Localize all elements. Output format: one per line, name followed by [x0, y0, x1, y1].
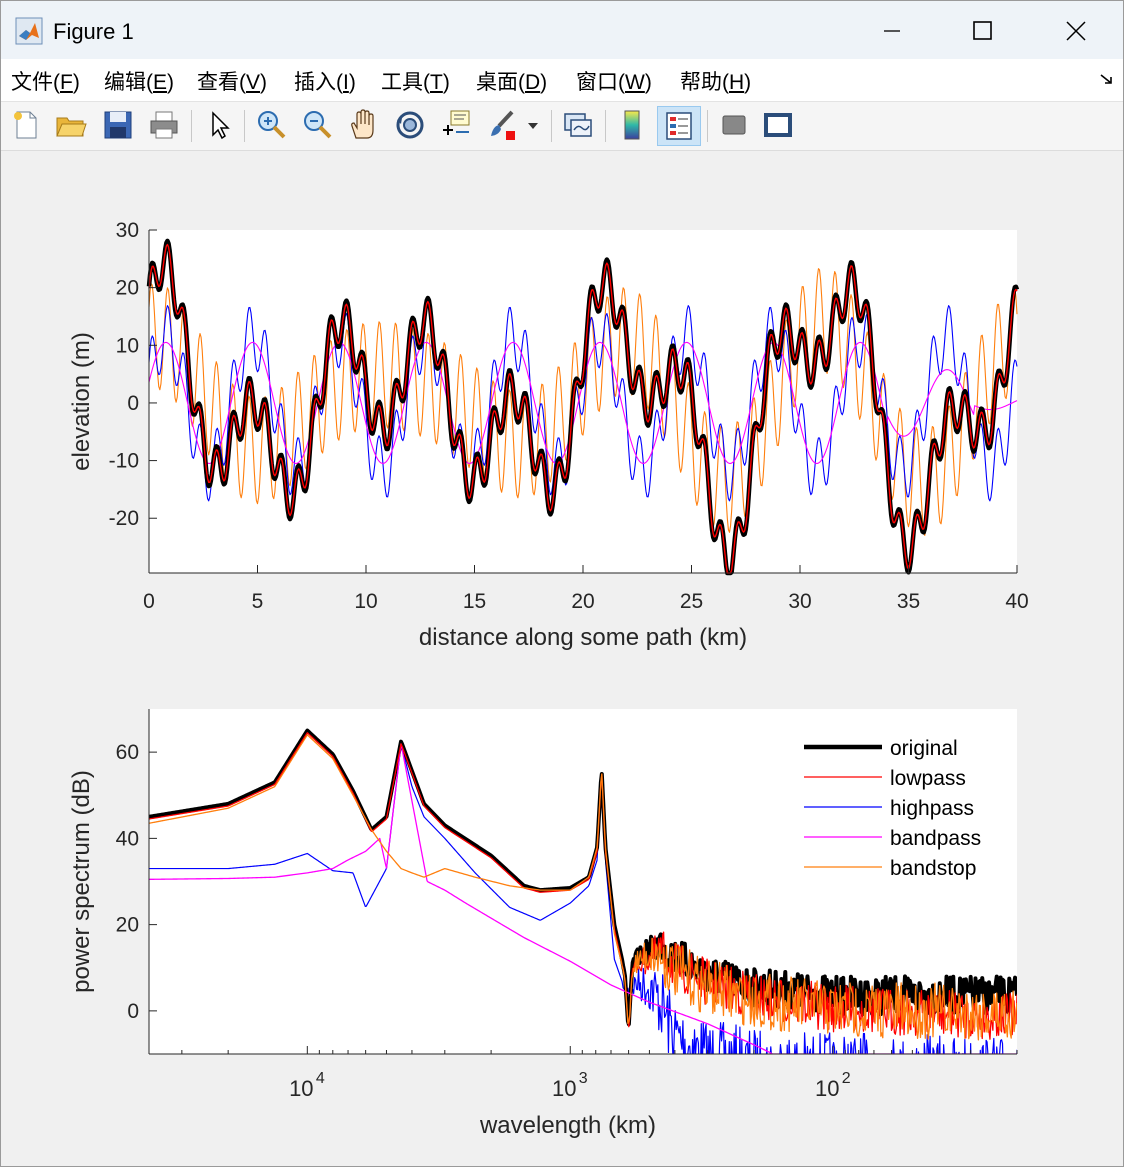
- brush-icon[interactable]: [485, 108, 519, 142]
- menu-desktop[interactable]: 桌面(D): [476, 71, 548, 94]
- y-tick-label: 10: [116, 334, 139, 357]
- link-plot-icon[interactable]: [561, 108, 595, 142]
- legend-button[interactable]: [657, 106, 701, 146]
- y-tick-label: -10: [109, 450, 139, 473]
- x-tick-label: 10: [354, 590, 377, 613]
- series-lines: [149, 728, 1017, 1054]
- menu-view[interactable]: 查看(V): [197, 71, 268, 94]
- maximize-icon: [973, 21, 992, 40]
- menu-tools[interactable]: 工具(T): [381, 71, 450, 94]
- x-tick-label: 15: [463, 590, 486, 613]
- legend-label-bandpass: bandpass: [890, 827, 981, 850]
- y-axis-label: power spectrum (dB): [68, 770, 95, 993]
- x-axis-label: wavelength (km): [479, 1112, 656, 1139]
- y-tick-label: 60: [116, 741, 139, 764]
- open-file-icon[interactable]: [54, 108, 88, 142]
- menu-insert[interactable]: 插入(I): [294, 71, 356, 94]
- x-tick-label: 10: [815, 1076, 839, 1101]
- x-tick-label: 20: [571, 590, 594, 613]
- minimize-button[interactable]: [847, 9, 937, 53]
- x-tick-label: 40: [1005, 590, 1028, 613]
- legend-label-highpass: highpass: [890, 797, 974, 820]
- series-lines: [146, 238, 1020, 576]
- pan-hand-icon[interactable]: [347, 108, 381, 142]
- matlab-logo-icon: [15, 17, 43, 45]
- series-line-bandpass: [149, 743, 1017, 1054]
- maximize-button[interactable]: [938, 9, 1028, 53]
- x-tick-label: 35: [897, 590, 920, 613]
- x-tick-label: 25: [680, 590, 703, 613]
- zoom-out-icon[interactable]: [301, 108, 335, 142]
- figure-toolbar: [1, 102, 1123, 151]
- legend[interactable]: original lowpass highpass bandpass bandstop: [804, 737, 981, 880]
- toolbar-separator: [605, 110, 606, 142]
- y-tick-label: 40: [116, 827, 139, 850]
- rotate-3d-icon[interactable]: [393, 108, 427, 142]
- axes-frame: [148, 709, 1018, 1055]
- hide-plot-tools-icon[interactable]: [717, 108, 751, 142]
- menu-help[interactable]: 帮助(H): [680, 71, 752, 94]
- x-tick-exponent: 3: [579, 1070, 588, 1087]
- y-tick-label: 20: [116, 914, 139, 937]
- new-figure-icon[interactable]: [9, 108, 43, 142]
- series-line-bandstop: [148, 268, 1018, 536]
- minimize-icon: [884, 30, 900, 32]
- y-axis-label: elevation (m): [68, 332, 95, 471]
- y-tick-label: -20: [109, 507, 139, 530]
- x-tick-label: 10: [552, 1076, 576, 1101]
- menu-window[interactable]: 窗口(W): [576, 71, 652, 94]
- x-tick-label: 5: [252, 590, 264, 613]
- elevation-axes[interactable]: 0 5 10 15 20 25 30 35 40 -20 -10 0 10 20 30 distance a…: [68, 219, 1029, 651]
- toolbar-separator: [244, 110, 245, 142]
- data-cursor-icon[interactable]: [439, 108, 473, 142]
- legend-label-original: original: [890, 737, 958, 760]
- colorbar-icon[interactable]: [615, 108, 649, 142]
- menu-file[interactable]: 文件(F): [11, 71, 80, 94]
- series-line-lowpass: [149, 732, 1017, 1040]
- y-tick-label: 0: [127, 392, 139, 415]
- save-icon[interactable]: [101, 108, 135, 142]
- menu-bar: 文件(F) 编辑(E) 查看(V) 插入(I) 工具(T) 桌面(D) 窗口(W…: [1, 59, 1123, 102]
- brush-dropdown-icon[interactable]: [523, 108, 543, 142]
- dock-arrow-icon[interactable]: [1099, 71, 1115, 87]
- x-tick-exponent: 4: [316, 1070, 325, 1087]
- series-line-bandstop: [149, 734, 1017, 1041]
- window-title: Figure 1: [53, 19, 134, 44]
- close-icon: [1066, 21, 1086, 41]
- y-tick-label: 30: [116, 219, 139, 242]
- axes-frame: [148, 229, 1018, 574]
- x-tick-label: 0: [143, 590, 155, 613]
- select-arrow-icon[interactable]: [203, 108, 237, 142]
- x-tick-label: 30: [788, 590, 811, 613]
- zoom-in-icon[interactable]: [255, 108, 289, 142]
- toolbar-separator: [551, 110, 552, 142]
- tick-labels: 0 5 10 15 20 25 30 35 40 -20 -10 0 10 20 30: [109, 219, 1029, 613]
- series-line-highpass: [149, 743, 1017, 1054]
- legend-label-lowpass: lowpass: [890, 767, 966, 790]
- close-button[interactable]: [1031, 9, 1121, 53]
- y-tick-label: 0: [127, 1000, 139, 1023]
- toolbar-separator: [191, 110, 192, 142]
- title-bar: Figure 1: [1, 1, 1123, 59]
- x-tick-exponent: 2: [842, 1070, 851, 1087]
- menu-edit[interactable]: 编辑(E): [104, 71, 175, 94]
- print-icon[interactable]: [147, 108, 181, 142]
- y-tick-label: 20: [116, 277, 139, 300]
- legend-label-bandstop: bandstop: [890, 857, 976, 880]
- series-line-lowpass: [148, 243, 1018, 574]
- legend-icon: [666, 112, 692, 140]
- x-tick-label: 10: [289, 1076, 313, 1101]
- show-plot-tools-icon[interactable]: [761, 108, 795, 142]
- x-axis-label: distance along some path (km): [419, 624, 747, 651]
- toolbar-separator: [707, 110, 708, 142]
